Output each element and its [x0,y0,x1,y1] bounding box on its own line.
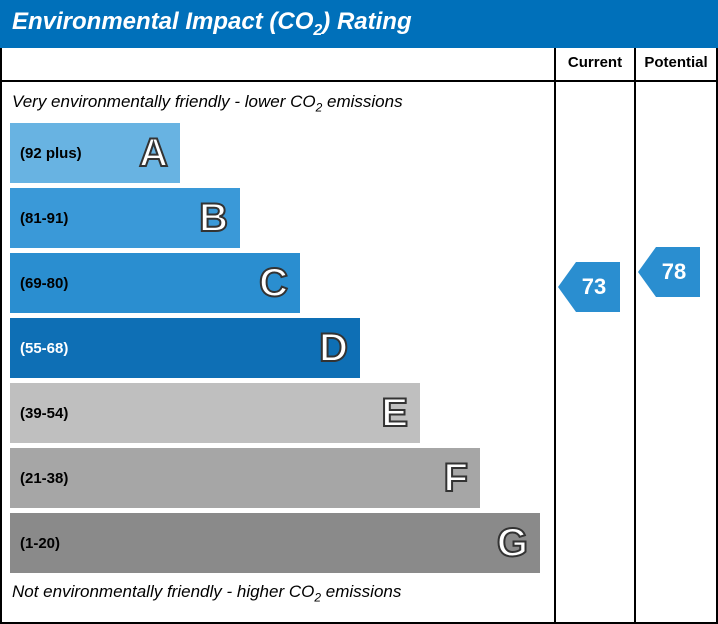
potential-rating-arrow: 78 [638,247,700,297]
band-range-e: (39-54) [20,405,68,422]
caption-bottom-suffix: emissions [321,582,401,601]
band-letter-g: G [497,521,528,566]
chart-title-bar: Environmental Impact (CO2) Rating [0,0,718,48]
epc-chart: Environmental Impact (CO2) Rating Curren… [0,0,718,624]
band-range-c: (69-80) [20,275,68,292]
potential-rating-arrow-value: 78 [652,259,686,285]
band-letter-f: F [444,456,468,501]
band-letter-a: A [139,131,168,176]
band-letter-e: E [381,391,408,436]
band-b: (81-91) B [10,188,240,248]
band-c: (69-80) C [10,253,300,313]
band-d: (55-68) D [10,318,360,378]
band-e: (39-54) E [10,383,420,443]
header-row: Current Potential [2,48,716,82]
current-column: 73 [556,82,636,622]
band-letter-b: B [199,196,228,241]
body-row: Very environmentally friendly - lower CO… [2,82,716,622]
band-range-f: (21-38) [20,470,68,487]
chart-title-text: Environmental Impact (CO [12,8,313,35]
band-letter-d: D [319,326,348,371]
caption-top-text: Very environmentally friendly - lower CO [12,92,316,111]
header-main-spacer [2,48,556,80]
header-current: Current [556,48,636,80]
chart-title-suffix: ) Rating [322,8,411,35]
potential-column: 78 [636,82,716,622]
band-range-g: (1-20) [20,535,60,552]
band-f: (21-38) F [10,448,480,508]
bands-column: Very environmentally friendly - lower CO… [2,82,556,622]
current-rating-body: 73 [556,82,634,622]
bands-container: (92 plus) A (81-91) B (69-80) C (55-68) D (39-54… [2,123,554,573]
caption-top-suffix: emissions [322,92,402,111]
band-range-d: (55-68) [20,340,68,357]
band-letter-c: C [259,261,288,306]
band-a: (92 plus) A [10,123,180,183]
current-rating-arrow: 73 [558,262,620,312]
chart-body: Current Potential Very environmentally f… [0,48,718,624]
band-g: (1-20) G [10,513,540,573]
band-range-a: (92 plus) [20,145,82,162]
caption-bottom: Not environmentally friendly - higher CO… [2,578,554,608]
caption-top: Very environmentally friendly - lower CO… [2,88,554,118]
band-range-b: (81-91) [20,210,68,227]
header-potential: Potential [636,48,716,80]
chart-title-sub: 2 [313,22,322,39]
potential-rating-body: 78 [636,82,716,622]
caption-bottom-text: Not environmentally friendly - higher CO [12,582,314,601]
current-rating-arrow-value: 73 [572,274,606,300]
